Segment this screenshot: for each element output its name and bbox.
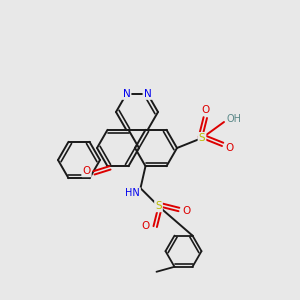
Text: O: O xyxy=(202,105,210,115)
Text: HN: HN xyxy=(125,188,140,198)
Text: S: S xyxy=(155,201,162,211)
Text: O: O xyxy=(141,221,150,231)
Text: S: S xyxy=(199,133,205,143)
Text: N: N xyxy=(144,89,152,99)
Text: O: O xyxy=(82,166,91,176)
Text: O: O xyxy=(182,206,190,216)
Text: OH: OH xyxy=(226,114,242,124)
Text: O: O xyxy=(226,143,234,153)
Text: N: N xyxy=(123,89,130,99)
